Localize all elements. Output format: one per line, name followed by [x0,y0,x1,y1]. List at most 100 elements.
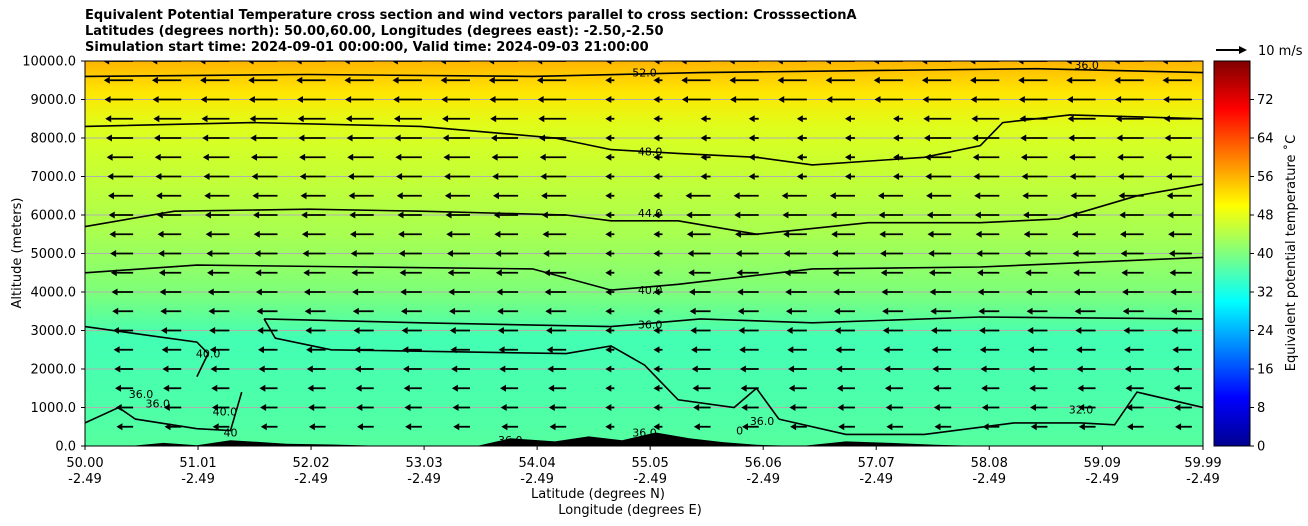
y-tick-label: 8000.0 [31,132,77,147]
wind-vector [546,346,567,354]
wind-vector [548,384,567,392]
wind-vector [653,365,663,373]
wind-vector [155,173,182,180]
wind-vector [1123,327,1144,334]
wind-vector [158,250,182,257]
wind-vector [303,269,326,277]
wind-vector [1117,153,1144,161]
x-tick-label-lon: -2.49 [859,472,893,487]
wind-vector [392,76,422,84]
wind-vector [163,404,182,411]
wind-vector [249,115,278,123]
wind-vector [796,173,807,180]
wind-vector [541,211,567,219]
wind-vector [399,269,422,277]
title-line-1: Equivalent Potential Temperature cross s… [85,8,857,23]
wind-vector [653,153,663,161]
wind-vector [210,365,230,373]
wind-vector [778,96,807,103]
x-tick-label-lon: -2.49 [520,472,554,487]
contour-line-44 [85,183,1203,236]
wind-vector [893,134,904,142]
wind-vector [748,173,759,180]
wind-vector [304,288,326,296]
wind-vector [833,288,855,296]
x-tick-label-lat: 59.09 [1084,456,1121,471]
wind-vector [497,307,519,315]
wind-vector [788,384,807,392]
wind-vector [693,404,711,411]
wind-vector [883,346,904,354]
wind-vector [398,250,422,257]
wind-vector [546,327,567,334]
wind-vector [1173,384,1192,392]
y-tick-label: 1000.0 [31,401,77,416]
wind-vector [445,211,470,219]
wind-vector [68,423,85,430]
wind-vector [1126,404,1144,411]
wind-vector [729,76,759,84]
wind-vector [257,346,278,354]
wind-vector [1030,404,1048,411]
y-tick-label: 9000.0 [31,93,77,108]
wind-vector [653,423,663,431]
wind-vector [343,61,374,65]
wind-vector [347,173,374,180]
wind-vector [736,269,759,277]
wind-vector [973,173,1000,180]
wind-vector [691,346,711,354]
wind-vector [880,269,904,277]
wind-vector [653,230,663,238]
wind-vector [880,250,904,257]
wind-vector [835,346,855,354]
x-axis-label: Latitude (degrees N) [531,487,665,502]
contour-label: 40.0 [638,284,663,297]
wind-vector [400,307,422,315]
colorbar-tick-label: 8 [1257,401,1265,416]
wind-vector [200,96,230,103]
wind-vector [605,384,615,392]
wind-vector [974,192,1000,200]
wind-vector [605,173,615,180]
wind-vector [923,115,952,123]
wind-vector [344,76,374,84]
wind-vector [393,96,422,103]
wind-vector [156,192,182,200]
wind-vector [877,192,904,200]
wind-vector [402,346,422,354]
wind-vector [355,384,374,392]
wind-vector [687,250,711,257]
wind-vector [1028,365,1048,373]
wind-vector [350,230,374,238]
wind-vector [605,269,615,277]
wind-vector [605,346,615,354]
wind-vector [927,230,952,238]
wind-vector [448,288,470,296]
wind-vector [497,327,519,334]
wind-vector [539,153,567,161]
wind-vector [700,173,711,180]
wind-vector [605,192,615,200]
wind-vector [107,173,134,180]
wind-vector [398,230,422,238]
y-tick-label: 10000.0 [22,55,76,70]
wind-vector [1027,346,1048,354]
wind-vector [836,384,855,392]
wind-vector [203,173,230,180]
wind-vector [1124,365,1144,373]
wind-vector [151,61,182,65]
wind-vector [1021,173,1048,180]
wind-vector [796,153,807,161]
wind-vector [451,384,470,392]
colorbar-ticks: 0 8 16 24 32 40 48 56 64 72 [1250,93,1274,455]
wind-vector [347,153,374,161]
wind-vector [784,269,807,277]
wind-vector [496,288,519,296]
wind-vector [258,365,278,373]
contour-label-layer: 52.048.044.040.036.040.036.036.040.04036… [129,59,1099,447]
wind-vector [115,384,134,392]
wind-vector [836,365,855,373]
contour-label: 36.0 [632,427,657,440]
wind-vector [305,327,326,334]
wind-vector [1068,134,1096,142]
